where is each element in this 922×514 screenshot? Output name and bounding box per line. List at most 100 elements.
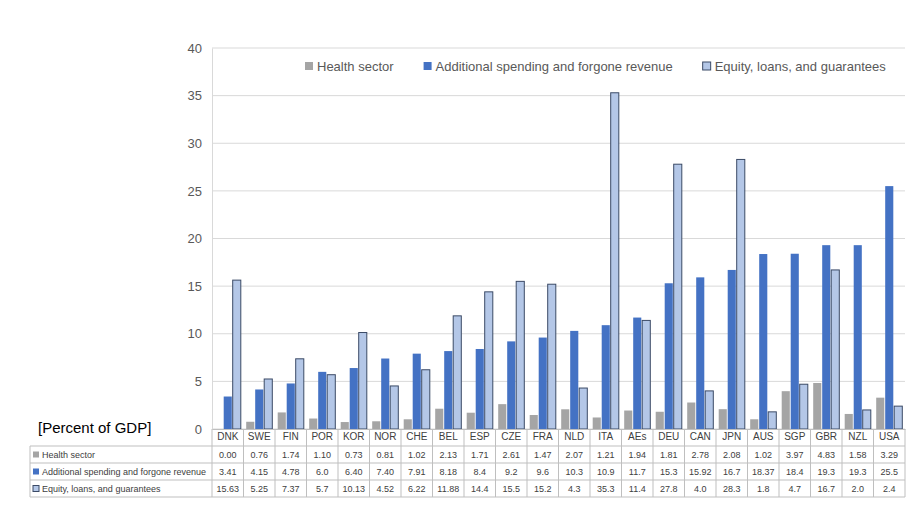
x-tick: NZL	[848, 431, 867, 442]
table-cell: 11.4	[629, 484, 646, 494]
x-tick: BEL	[439, 431, 458, 442]
bar	[341, 422, 349, 429]
table-cell: 2.13	[439, 450, 457, 460]
bar	[759, 254, 767, 429]
bar	[309, 419, 317, 429]
bar	[800, 384, 808, 429]
x-tick: AUS	[753, 431, 774, 442]
bar	[791, 254, 799, 429]
y-tick-label: 0	[195, 422, 202, 437]
table-cell: 4.52	[376, 484, 394, 494]
table-rule	[432, 429, 433, 497]
table-rule	[243, 429, 244, 497]
y-tick: 10	[188, 326, 212, 341]
table-row-label: Equity, loans, and guarantees	[42, 484, 161, 494]
table-cell: 4.15	[250, 467, 268, 477]
table-cell: 10.9	[597, 467, 615, 477]
bar	[287, 383, 295, 429]
x-tick: AEs	[628, 431, 646, 442]
bar	[224, 397, 232, 429]
legend-marker	[424, 62, 432, 70]
bar	[863, 410, 871, 429]
x-tick: GBR	[815, 431, 837, 442]
y-tick: 15	[188, 279, 212, 294]
x-tick-label: SGP	[784, 431, 805, 442]
x-tick-label: AUS	[753, 431, 774, 442]
table-cell: 8.4	[473, 467, 486, 477]
table-rule	[621, 429, 622, 497]
table-cell: 2.0	[851, 484, 864, 494]
table-cell: 6.40	[345, 467, 363, 477]
table-rule	[338, 429, 339, 497]
bar	[633, 318, 641, 429]
legend-item: Additional spending and forgone revenue	[424, 59, 673, 74]
table-cell: 1.81	[660, 450, 678, 460]
bar	[444, 351, 452, 429]
data-table: Health sector0.000.761.741.100.730.811.0…	[30, 429, 905, 497]
bar-series	[233, 93, 903, 429]
x-tick-label: SWE	[248, 431, 271, 442]
x-tick: SGP	[784, 431, 805, 442]
bar	[548, 284, 556, 429]
table-cell: 1.47	[534, 450, 552, 460]
y-tick: 0	[195, 422, 212, 437]
table-legend-marker	[33, 452, 39, 458]
table-rule	[30, 497, 905, 498]
bar	[327, 375, 335, 429]
legend-label: Equity, loans, and guarantees	[715, 59, 887, 74]
bar	[507, 341, 515, 429]
table-cell: 2.78	[691, 450, 709, 460]
x-tick: DEU	[658, 431, 679, 442]
legend-marker	[703, 62, 711, 70]
bar	[579, 388, 587, 429]
table-rule	[716, 429, 717, 497]
y-tick-label: 20	[188, 231, 202, 246]
legend-marker	[305, 62, 313, 70]
bar	[822, 245, 830, 429]
x-tick-label: BEL	[439, 431, 458, 442]
table-rule	[212, 429, 213, 497]
table-rule	[873, 429, 874, 497]
x-tick-label: NZL	[848, 431, 867, 442]
x-tick: FRA	[533, 431, 553, 442]
table-cell: 25.5	[880, 467, 898, 477]
table-cell: 19.3	[849, 467, 867, 477]
table-cell: 8.18	[439, 467, 457, 477]
bar	[845, 414, 853, 429]
table-cell: 27.8	[660, 484, 678, 494]
table-rule	[558, 429, 559, 497]
bar	[665, 283, 673, 429]
table-cell: 6.0	[316, 467, 329, 477]
grid-line	[212, 143, 905, 144]
bar	[215, 429, 223, 430]
x-tick-label: JPN	[722, 431, 741, 442]
x-tick-label: CZE	[501, 431, 521, 442]
bar	[318, 372, 326, 429]
x-tick-label: DEU	[658, 431, 679, 442]
table-cell: 3.29	[880, 450, 898, 460]
bar	[278, 412, 286, 429]
x-tick: ITA	[598, 431, 613, 442]
table-cell: 1.02	[754, 450, 772, 460]
x-tick-label: USA	[879, 431, 900, 442]
y-tick-label: 30	[188, 136, 202, 151]
bar	[435, 409, 443, 429]
table-cell: 1.71	[471, 450, 489, 460]
bar	[422, 370, 430, 429]
table-cell: 11.7	[629, 467, 646, 477]
table-cell: 1.8	[757, 484, 770, 494]
bar	[674, 164, 682, 429]
bar	[687, 403, 695, 429]
x-tick-label: CAN	[690, 431, 711, 442]
bar	[359, 333, 367, 429]
bar	[561, 409, 569, 429]
bar-series	[224, 186, 894, 429]
y-tick: 30	[188, 136, 212, 151]
table-cell: 15.3	[660, 467, 678, 477]
table-cell: 2.4	[883, 484, 896, 494]
y-tick-label: 25	[188, 184, 202, 199]
y-tick-label: 40	[188, 41, 202, 56]
y-axis-line	[212, 49, 213, 430]
x-tick-label: AEs	[628, 431, 646, 442]
legend-item: Equity, loans, and guarantees	[703, 59, 887, 74]
